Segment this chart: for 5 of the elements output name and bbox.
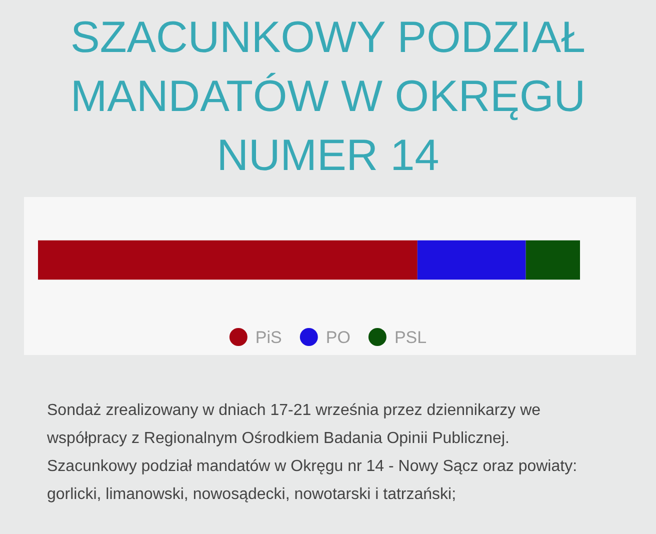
text: Sondaż zrealizowany w dniach 17-21 września przez dziennikarzy we współpracy z Regionalnym Ośrodkiem Badania Opinii Publicznej. Szacunkowy podział mandatów w Okręgu nr 14 - Nowy Sącz oraz powiaty: gorlicki, limanowski, nowosądecki, nowotarski i tatrzański; [46, 402, 578, 503]
legend-label: PO [326, 328, 350, 347]
legend-label: PSL [394, 328, 427, 347]
chart-title: SZACUNKOWY PODZIAŁ MANDATÓW W OKRĘGU NUMER 14 [70, 13, 586, 180]
legend-label: PiS [255, 328, 282, 347]
